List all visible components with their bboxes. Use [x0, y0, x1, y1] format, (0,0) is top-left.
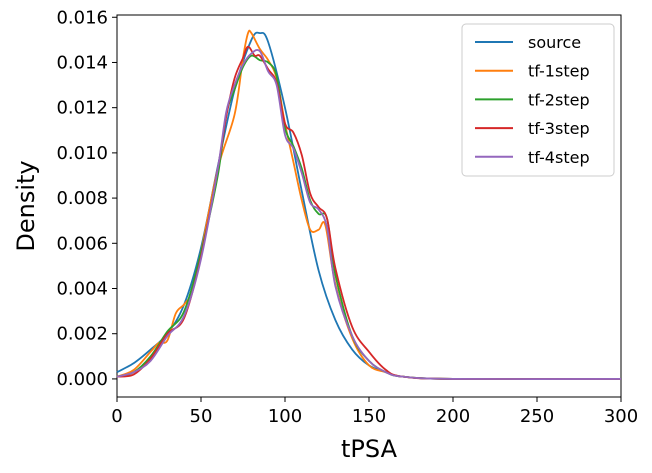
x-tick-label: 0 — [111, 406, 122, 427]
y-tick-label: 0.004 — [56, 279, 108, 300]
legend-label-tf-3step: tf-3step — [528, 119, 590, 138]
legend-label-source: source — [528, 33, 581, 52]
x-axis-ticks: 0 50 100 150 200 250 300 — [111, 397, 638, 427]
legend-label-tf-2step: tf-2step — [528, 90, 590, 109]
legend-label-tf-1step: tf-1step — [528, 62, 590, 81]
y-tick-label: 0.012 — [56, 98, 108, 119]
x-tick-label: 200 — [436, 406, 470, 427]
series-line-tf-4step — [116, 49, 622, 380]
y-tick-label: 0.002 — [56, 324, 108, 345]
legend: source tf-1step tf-2step tf-3step tf-4step — [461, 23, 615, 177]
x-tick-label: 150 — [352, 406, 386, 427]
x-tick-label: 100 — [268, 406, 302, 427]
y-axis-label: Density — [12, 160, 40, 251]
legend-label-tf-4step: tf-4step — [528, 148, 590, 167]
series-lines — [116, 29, 622, 380]
x-tick-label: 50 — [190, 406, 213, 427]
y-tick-label: 0.014 — [56, 52, 108, 73]
legend-items: source tf-1step tf-2step tf-3step tf-4step — [475, 33, 590, 167]
legend-box — [461, 23, 615, 177]
y-tick-label: 0.010 — [56, 143, 108, 164]
y-tick-label: 0.000 — [56, 369, 108, 390]
x-axis-label: tPSA — [341, 435, 398, 463]
x-tick-label: 250 — [520, 406, 554, 427]
y-axis-ticks: 0.000 0.002 0.004 0.006 0.008 0.010 0.012 0.014… — [56, 7, 117, 390]
series-line-tf-1step — [116, 29, 622, 380]
y-tick-label: 0.016 — [56, 7, 108, 28]
y-tick-label: 0.006 — [56, 233, 108, 254]
x-tick-label: 300 — [604, 406, 638, 427]
y-tick-label: 0.008 — [56, 188, 108, 209]
